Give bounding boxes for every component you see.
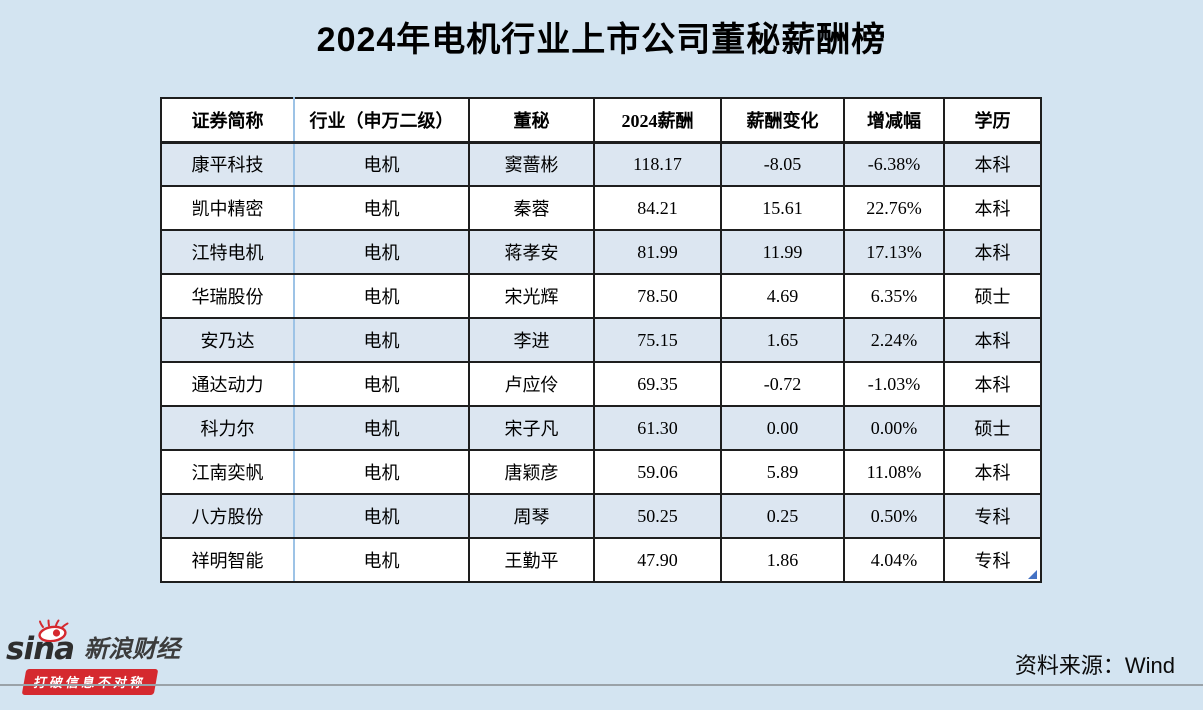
salary-table: 证券简称 行业（申万二级） 董秘 2024薪酬 薪酬变化 增减幅 学历 康平科技 电机 窦蔷彬 1… — [160, 97, 1042, 583]
table-cell: 本科 — [943, 361, 1042, 407]
data-source-label: 资料来源：Wind — [1014, 653, 1175, 678]
table-cell: 蒋孝安 — [468, 229, 595, 275]
table-cell: 本科 — [943, 185, 1042, 231]
table-cell: 凯中精密 — [160, 185, 295, 231]
column-header: 证券简称 — [160, 97, 295, 144]
table-cell: 75.15 — [593, 317, 722, 363]
table-cell: 王勤平 — [468, 537, 595, 583]
table-row: 八方股份 电机 周琴 50.25 0.25 0.50% 专科 — [160, 493, 1042, 539]
table-cell: 81.99 — [593, 229, 722, 275]
table-cell: 电机 — [293, 229, 470, 275]
sina-finance-logo: sina 新浪财经 打破信息不对称 — [6, 618, 206, 695]
table-cell: 6.35% — [843, 273, 945, 319]
table-cell: 0.00 — [720, 405, 845, 451]
sina-slogan-banner: 打破信息不对称 — [21, 669, 159, 695]
column-header: 行业（申万二级） — [293, 97, 470, 144]
table-cell: 本科 — [943, 449, 1042, 495]
table-cell: 通达动力 — [160, 361, 295, 407]
sina-eye-icon — [36, 619, 72, 647]
table-cell: 电机 — [293, 273, 470, 319]
column-header: 薪酬变化 — [720, 97, 845, 144]
table-body: 康平科技 电机 窦蔷彬 118.17 -8.05 -6.38% 本科 凯中精密 电机 秦蓉 84.2… — [160, 141, 1042, 583]
table-cell: 李进 — [468, 317, 595, 363]
table-cell: 1.86 — [720, 537, 845, 583]
table-row: 康平科技 电机 窦蔷彬 118.17 -8.05 -6.38% 本科 — [160, 141, 1042, 187]
table-cell: 22.76% — [843, 185, 945, 231]
table-cell: 4.69 — [720, 273, 845, 319]
table-row: 安乃达 电机 李进 75.15 1.65 2.24% 本科 — [160, 317, 1042, 363]
table-header-row: 证券简称 行业（申万二级） 董秘 2024薪酬 薪酬变化 增减幅 学历 — [160, 97, 1042, 144]
table-cell: 4.04% — [843, 537, 945, 583]
table-cell: 专科 — [943, 493, 1042, 539]
table-cell: 科力尔 — [160, 405, 295, 451]
table-row: 华瑞股份 电机 宋光辉 78.50 4.69 6.35% 硕士 — [160, 273, 1042, 319]
table-cell: 电机 — [293, 405, 470, 451]
column-header: 董秘 — [468, 97, 595, 144]
table-cell: 秦蓉 — [468, 185, 595, 231]
column-header: 2024薪酬 — [593, 97, 722, 144]
table-cell: 69.35 — [593, 361, 722, 407]
table-row: 江南奕帆 电机 唐颖彦 59.06 5.89 11.08% 本科 — [160, 449, 1042, 495]
table-cell: 50.25 — [593, 493, 722, 539]
table-cell: 47.90 — [593, 537, 722, 583]
table-cell: 唐颖彦 — [468, 449, 595, 495]
table-cell: 安乃达 — [160, 317, 295, 363]
table-row: 祥明智能 电机 王勤平 47.90 1.86 4.04% 专科 — [160, 537, 1042, 583]
table-cell: 窦蔷彬 — [468, 141, 595, 187]
table-cell: 江特电机 — [160, 229, 295, 275]
table-cell: 电机 — [293, 449, 470, 495]
table-cell: 11.08% — [843, 449, 945, 495]
table-cell: 卢应伶 — [468, 361, 595, 407]
column-header: 增减幅 — [843, 97, 945, 144]
table-cell: 电机 — [293, 361, 470, 407]
table-cell: 电机 — [293, 141, 470, 187]
table-cell: 17.13% — [843, 229, 945, 275]
table-cell: -8.05 — [720, 141, 845, 187]
table-cell: 江南奕帆 — [160, 449, 295, 495]
table-cell: 1.65 — [720, 317, 845, 363]
table-cell: 11.99 — [720, 229, 845, 275]
table-cell: 59.06 — [593, 449, 722, 495]
page-title: 2024年电机行业上市公司董秘薪酬榜 — [316, 21, 887, 59]
table-cell: 祥明智能 — [160, 537, 295, 583]
table-cell: 硕士 — [943, 273, 1042, 319]
table-cell: 专科 — [943, 537, 1042, 583]
table-cell: 本科 — [943, 141, 1042, 187]
table-cell: 宋光辉 — [468, 273, 595, 319]
table-cell: 周琴 — [468, 493, 595, 539]
table-cell: 华瑞股份 — [160, 273, 295, 319]
table-cell: -1.03% — [843, 361, 945, 407]
footer-divider-line — [0, 684, 1203, 686]
table-row: 通达动力 电机 卢应伶 69.35 -0.72 -1.03% 本科 — [160, 361, 1042, 407]
table-row: 科力尔 电机 宋子凡 61.30 0.00 0.00% 硕士 — [160, 405, 1042, 451]
table-cell: -0.72 — [720, 361, 845, 407]
table-cell: 本科 — [943, 317, 1042, 363]
table-cell: 电机 — [293, 493, 470, 539]
table-cell: 电机 — [293, 537, 470, 583]
table-cell: 本科 — [943, 229, 1042, 275]
table-cell: 2.24% — [843, 317, 945, 363]
table-cell: 78.50 — [593, 273, 722, 319]
table-cell: 84.21 — [593, 185, 722, 231]
sina-finance-label: 新浪财经 — [84, 635, 181, 663]
table-cell: 118.17 — [593, 141, 722, 187]
table-cell: 15.61 — [720, 185, 845, 231]
table-cell: 八方股份 — [160, 493, 295, 539]
column-header: 学历 — [943, 97, 1042, 144]
table-cell: 电机 — [293, 317, 470, 363]
excel-corner-handle-icon — [1028, 570, 1037, 579]
salary-table-container: 证券简称 行业（申万二级） 董秘 2024薪酬 薪酬变化 增减幅 学历 康平科技 电机 窦蔷彬 1… — [160, 97, 1042, 583]
table-row: 江特电机 电机 蒋孝安 81.99 11.99 17.13% 本科 — [160, 229, 1042, 275]
table-row: 凯中精密 电机 秦蓉 84.21 15.61 22.76% 本科 — [160, 185, 1042, 231]
table-cell: 61.30 — [593, 405, 722, 451]
table-cell: 硕士 — [943, 405, 1042, 451]
table-cell: 0.00% — [843, 405, 945, 451]
table-cell: 0.50% — [843, 493, 945, 539]
table-cell: -6.38% — [843, 141, 945, 187]
table-cell: 康平科技 — [160, 141, 295, 187]
table-cell: 电机 — [293, 185, 470, 231]
table-cell: 宋子凡 — [468, 405, 595, 451]
table-cell: 5.89 — [720, 449, 845, 495]
table-cell: 0.25 — [720, 493, 845, 539]
